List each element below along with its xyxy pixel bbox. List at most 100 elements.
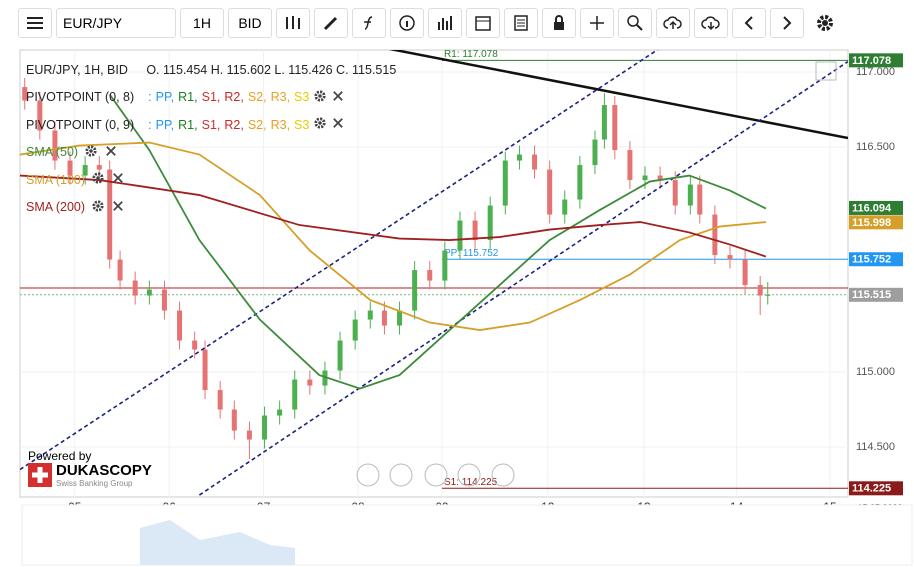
toolbar: EUR/JPY 1H BID	[0, 0, 914, 46]
candle-body	[657, 175, 663, 181]
candle-body	[352, 319, 358, 341]
level-label: S1: 114.225	[444, 477, 498, 488]
settings-icon[interactable]	[84, 144, 98, 161]
candle-body	[627, 150, 633, 181]
indicator-item: S2,	[247, 117, 267, 132]
zoom-button[interactable]	[618, 8, 652, 38]
back-button[interactable]	[732, 8, 766, 38]
indicator-item: S3	[294, 90, 310, 105]
candle-body	[177, 310, 183, 341]
y-tick-label: 115.000	[856, 366, 895, 378]
candle-body	[562, 199, 568, 215]
volume-button[interactable]	[428, 8, 462, 38]
candle-body	[96, 165, 102, 170]
candle-body	[727, 255, 733, 260]
candle-body	[532, 154, 538, 170]
info-button[interactable]	[390, 8, 424, 38]
y-tick-label: 117.000	[856, 66, 895, 78]
forward-button[interactable]	[770, 8, 804, 38]
nav-buttons	[356, 463, 515, 487]
sma-line	[20, 141, 766, 331]
lock-button[interactable]	[542, 8, 576, 38]
navigator-area	[140, 520, 295, 565]
candle-body	[202, 349, 208, 391]
indicator-item: R1,	[178, 90, 198, 105]
axis-tag	[849, 481, 903, 496]
candle-body	[547, 169, 553, 215]
candle-body	[712, 214, 718, 256]
upload-button[interactable]	[656, 8, 690, 38]
news-button[interactable]	[504, 8, 538, 38]
indicator-item: R3,	[270, 90, 291, 105]
remove-icon[interactable]	[104, 144, 118, 161]
remove-icon[interactable]	[331, 116, 345, 133]
indicator-item: R2,	[224, 117, 244, 132]
candle-body	[132, 280, 138, 296]
download-button[interactable]	[694, 8, 728, 38]
expand-button[interactable]	[815, 61, 837, 81]
indicator-item: PP,	[155, 117, 175, 132]
instrument: EUR/JPY, 1H, BID	[26, 62, 128, 77]
chart-type-button[interactable]	[276, 8, 310, 38]
candle-body	[502, 160, 508, 206]
indicator-item: R2,	[224, 90, 244, 105]
settings-icon[interactable]	[313, 116, 327, 133]
indicator-row: PIVOTPOINT (0, 9): PP, R1, S1, R2, S2, R3, S3	[26, 111, 396, 139]
candle-body	[337, 340, 343, 371]
indicator-item: PP,	[155, 90, 175, 105]
candle-body	[487, 205, 493, 241]
axis-tag	[849, 215, 903, 230]
timeframe-select[interactable]: 1H	[180, 8, 224, 38]
indicator-item: R3,	[270, 117, 291, 132]
candle-body	[757, 285, 763, 296]
info-row: EUR/JPY, 1H, BID O. 115.454 H. 115.602 L…	[26, 56, 396, 84]
settings-icon[interactable]	[91, 199, 105, 216]
candle-body	[22, 87, 28, 101]
candle-body	[367, 310, 373, 320]
candle-body	[292, 379, 298, 410]
candle-body	[687, 184, 693, 206]
candle-body	[592, 139, 598, 166]
candle-body	[117, 259, 123, 281]
trend-line	[20, 50, 659, 471]
indicator-row: PIVOTPOINT (0, 8): PP, R1, S1, R2, S2, R3, S3	[26, 84, 396, 112]
candle-body	[246, 430, 252, 440]
remove-icon[interactable]	[111, 199, 125, 216]
remove-icon[interactable]	[111, 171, 125, 188]
indicator-prefix: :	[148, 90, 152, 105]
axis-tag-label: 117.078	[852, 55, 891, 67]
candle-body	[672, 180, 678, 206]
indicator-item: S1,	[201, 117, 221, 132]
menu-button[interactable]	[18, 8, 52, 38]
candle-body	[577, 165, 583, 200]
indicator-item: R1,	[178, 117, 198, 132]
candle-body	[612, 105, 618, 151]
candle-body	[161, 289, 167, 311]
settings-icon[interactable]	[91, 171, 105, 188]
remove-icon[interactable]	[331, 89, 345, 106]
ohlc: O. 115.454 H. 115.602 L. 115.426 C. 115.…	[146, 62, 397, 77]
indicator-button[interactable]	[352, 8, 386, 38]
crosshair-button[interactable]	[580, 8, 614, 38]
draw-button[interactable]	[314, 8, 348, 38]
axis-tag-label: 115.752	[852, 254, 891, 266]
legend-label: SMA (50)	[26, 145, 79, 160]
settings-icon[interactable]	[313, 89, 327, 106]
axis-tag-label: 116.094	[852, 202, 892, 214]
candle-body	[412, 270, 418, 311]
candle-body	[107, 169, 113, 260]
axis-tag	[849, 252, 903, 267]
candle-body	[231, 409, 237, 431]
indicator-name: PIVOTPOINT (0, 9)	[26, 117, 135, 132]
price-select[interactable]: BID	[228, 8, 272, 38]
candle-body	[192, 340, 198, 350]
brand-name: DUKASCOPY	[56, 462, 152, 479]
candle-body	[381, 310, 387, 326]
candle-body	[457, 220, 463, 251]
symbol-select[interactable]: EUR/JPY	[56, 8, 176, 38]
candle-body	[322, 370, 328, 386]
settings-button[interactable]	[808, 8, 842, 38]
axis-tag	[849, 200, 903, 215]
calendar-button[interactable]	[466, 8, 500, 38]
